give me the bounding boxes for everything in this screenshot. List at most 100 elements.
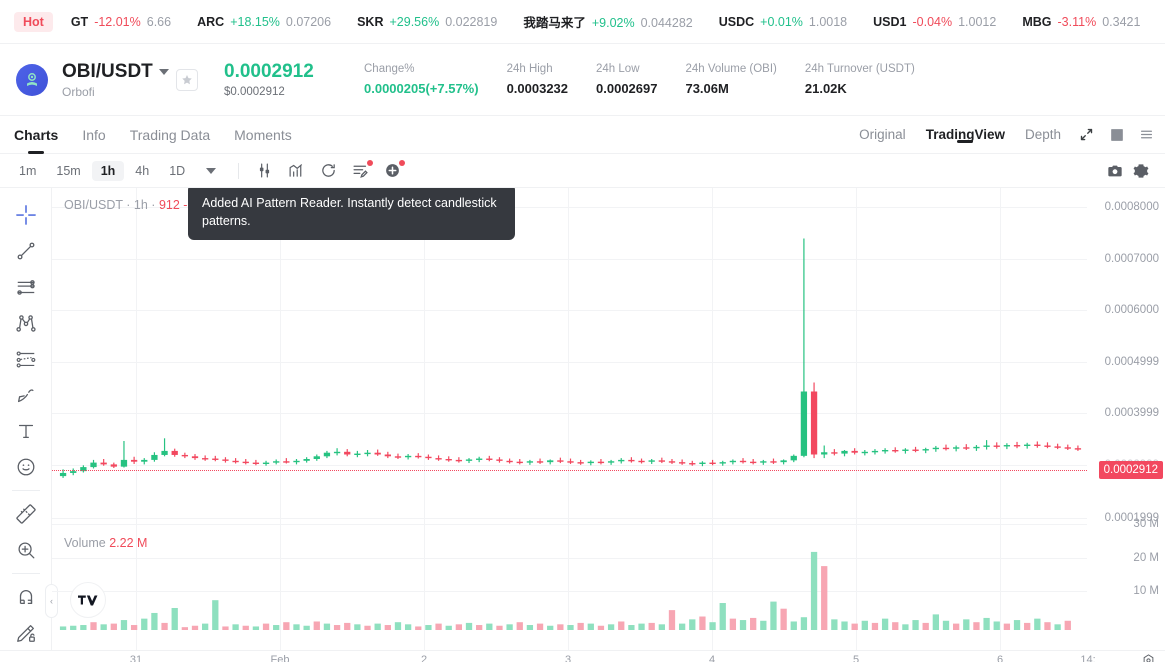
stat-value: 0.0002697 — [596, 81, 658, 96]
price-axis[interactable]: 0.0008000 0.0007000 0.0006000 0.0004999 0.00… — [1087, 188, 1165, 650]
gridline-horizontal — [52, 558, 1087, 559]
stat-label: 24h Volume (OBI) — [685, 63, 777, 75]
pair-symbol-row[interactable]: OBI/USDT — [62, 61, 170, 83]
time-axis-tick: 3 — [564, 654, 572, 662]
header-stat: Change% 0.0000205(+7.57%) — [364, 63, 479, 96]
time-axis-tick: 14: — [1080, 654, 1096, 662]
stat-value: 0.0000205(+7.57%) — [364, 81, 479, 96]
last-price-line — [52, 470, 1087, 471]
stat-value: 73.06M — [685, 81, 729, 96]
timeframe-1m[interactable]: 1m — [19, 163, 37, 178]
ticker-symbol: GT — [70, 14, 89, 29]
magnet-icon[interactable] — [9, 580, 43, 614]
ticker-change: +29.56% — [389, 14, 440, 29]
chart-source-original[interactable]: Original — [859, 127, 906, 142]
ticker-change: +18.15% — [230, 14, 280, 29]
feature-tooltip[interactable]: Added AI Pattern Reader. Instantly detec… — [188, 188, 515, 241]
horizontal-lines-tool-icon[interactable] — [9, 270, 43, 304]
gridline-horizontal — [52, 362, 1087, 363]
volume-value: 2.22 M — [109, 536, 148, 550]
gridline-vertical — [568, 188, 569, 650]
stat-label: 24h High — [506, 63, 553, 75]
text-tool-icon[interactable] — [9, 414, 43, 448]
ticker-symbol: MBG — [1022, 14, 1052, 29]
timeframe-1D[interactable]: 1D — [169, 163, 186, 178]
price-axis-tick: 0.0006000 — [1104, 304, 1159, 316]
add-indicator-icon[interactable] — [377, 158, 407, 184]
price-axis-tick: 0.0003999 — [1104, 407, 1159, 419]
coin-logo-icon — [16, 63, 48, 96]
settings-gear-icon[interactable] — [1133, 163, 1149, 179]
pair-name-block[interactable]: OBI/USDT Orbofi — [62, 61, 170, 99]
timezone-settings-icon[interactable] — [1141, 653, 1157, 662]
ticker-change: +9.02% — [591, 16, 635, 30]
chart-canvas[interactable]: OBI/USDT · 1h · 912 -0.0000070 (−2.31%) … — [52, 188, 1087, 650]
stat-label: 24h Turnover (USDT) — [804, 63, 915, 75]
gridline-vertical — [856, 188, 857, 650]
measure-ruler-icon[interactable] — [9, 497, 43, 531]
ticker-price: 0.07206 — [285, 14, 332, 29]
ticker-change: -12.01% — [94, 14, 141, 29]
ticker-price: 1.0012 — [958, 14, 997, 29]
ticker-item[interactable]: MBG -3.11% 0.3421 — [1022, 15, 1140, 29]
timeframe-more-button[interactable] — [200, 164, 222, 178]
time-axis[interactable]: 31 Feb 2 3 4 5 6 14: — [0, 650, 1165, 662]
pitchfork-tool-icon[interactable] — [9, 306, 43, 340]
zoom-in-icon[interactable] — [9, 533, 43, 567]
emoji-tool-icon[interactable] — [9, 450, 43, 484]
chart-source-depth[interactable]: Depth — [1024, 127, 1061, 142]
favorite-star-button[interactable] — [176, 68, 198, 91]
stat-value: 0.0003232 — [506, 81, 569, 96]
ticker-item[interactable]: GT -12.01% 6.66 — [71, 15, 171, 29]
header-stat: 24h High 0.0003232 — [507, 63, 568, 96]
crosshair-tool-icon[interactable] — [9, 198, 43, 232]
toolbar-divider — [11, 490, 40, 492]
chevron-down-icon[interactable] — [158, 68, 169, 75]
project-name: Orbofi — [62, 84, 95, 99]
collapse-toolbar-handle[interactable]: ‹ — [45, 584, 58, 618]
chart-type-icon[interactable] — [281, 158, 311, 184]
refresh-icon[interactable] — [313, 158, 343, 184]
stat-label: 24h Low — [596, 63, 640, 75]
trend-line-tool-icon[interactable] — [9, 234, 43, 268]
layout-square-icon[interactable] — [1110, 128, 1124, 142]
ticker-price: 1.0018 — [808, 14, 848, 29]
time-axis-tick: 31 — [129, 654, 143, 662]
ticker-item[interactable]: USDC +0.01% 1.0018 — [719, 15, 847, 29]
pair-header: OBI/USDT Orbofi 0.0002912 $0.0002912 Cha… — [0, 44, 1165, 116]
tradingview-logo-badge[interactable] — [70, 582, 106, 618]
drawing-toolbar: ‹ — [0, 188, 58, 650]
camera-icon[interactable] — [1107, 163, 1123, 179]
gridline-vertical — [136, 188, 137, 650]
fib-projection-tool-icon[interactable] — [9, 342, 43, 376]
ticker-item[interactable]: USD1 -0.04% 1.0012 — [873, 15, 996, 29]
timeframe-4h[interactable]: 4h — [135, 163, 150, 178]
lock-drawings-icon[interactable] — [9, 616, 43, 650]
indicators-icon[interactable] — [249, 158, 279, 184]
ticker-symbol: SKR — [357, 14, 384, 29]
tab-trading-data[interactable]: Trading Data — [129, 126, 211, 143]
chart-legend-last: 912 — [158, 198, 180, 212]
volume-legend: Volume 2.22 M — [64, 536, 147, 550]
toolbar-divider — [238, 162, 240, 179]
ticker-item[interactable]: 我踏马来了 +9.02% 0.044282 — [523, 12, 692, 31]
tab-moments[interactable]: Moments — [234, 126, 292, 143]
timeframe-15m[interactable]: 15m — [56, 163, 81, 178]
expand-chart-icon[interactable] — [1079, 127, 1094, 142]
timeframe-1h[interactable]: 1h — [91, 160, 125, 181]
menu-icon[interactable] — [1140, 128, 1153, 141]
gridline-horizontal — [52, 518, 1087, 519]
notification-dot — [399, 159, 406, 166]
stat-label: Change% — [364, 63, 415, 75]
pattern-reader-icon[interactable] — [345, 158, 375, 184]
ticker-item[interactable]: SKR +29.56% 0.022819 — [357, 15, 497, 29]
chart-area: ‹ OBI/USDT · 1h · 912 -0.0000070 (−2.31%… — [0, 188, 1165, 650]
last-price-usd: $0.0002912 — [224, 85, 285, 98]
brush-tool-icon[interactable] — [9, 378, 43, 412]
time-axis-tick: 4 — [708, 654, 716, 662]
ticker-item[interactable]: ARC +18.15% 0.07206 — [197, 15, 331, 29]
toolbar-divider — [11, 573, 40, 575]
tab-info[interactable]: Info — [82, 126, 106, 143]
tab-charts[interactable]: Charts — [12, 116, 60, 153]
chart-source-tradingview[interactable]: TradingView — [925, 127, 1005, 142]
